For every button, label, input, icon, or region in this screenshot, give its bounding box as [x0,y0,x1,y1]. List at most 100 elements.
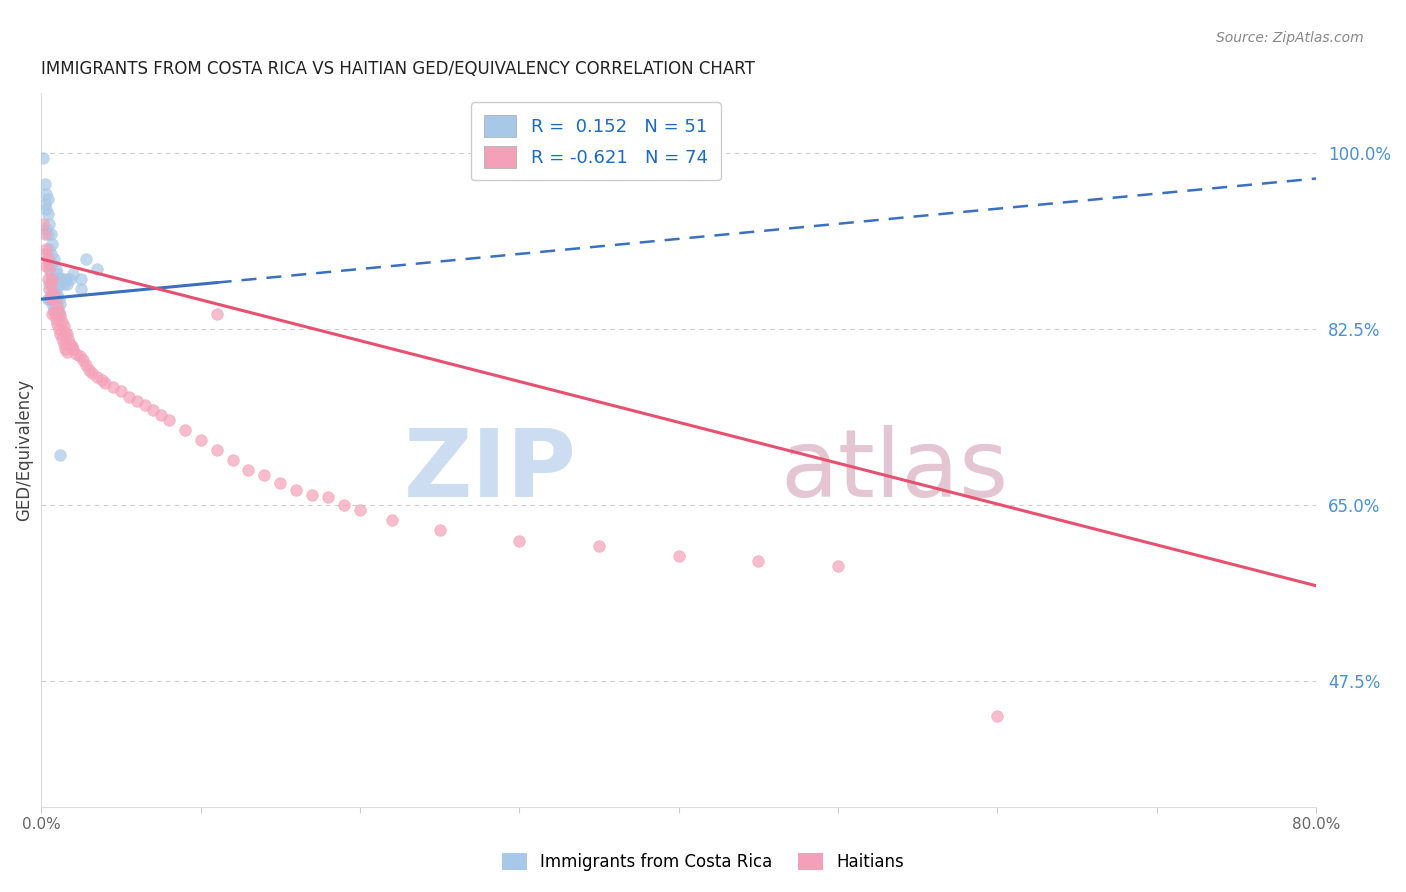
Point [48,272,70,286]
Point [59,337,82,351]
Point [48,305,70,319]
Point [49,277,72,291]
Point [82,366,104,380]
Point [125,393,148,408]
Point [269,476,291,491]
Point [38,217,60,231]
Point [34,247,56,261]
Point [149,408,172,422]
Point [38,262,60,277]
Point [253,468,276,483]
Point [37,252,59,266]
Point [39,277,62,291]
Point [38,292,60,306]
Point [34,227,56,241]
Point [58,332,80,346]
Point [134,398,156,412]
Point [62,343,84,357]
Point [41,236,63,251]
Point [34,196,56,211]
Point [48,322,70,336]
Point [333,499,356,513]
Point [90,373,112,387]
Point [69,350,91,364]
Point [49,327,72,342]
Point [238,463,260,477]
Point [173,423,195,437]
Point [77,362,100,376]
Point [45,282,67,296]
Point [41,297,63,311]
Point [38,242,60,256]
Point [42,302,65,317]
Point [142,402,165,417]
Point [349,503,371,517]
Point [986,709,1008,723]
Point [52,277,75,291]
Point [42,252,65,266]
Point [37,227,59,241]
Point [42,287,65,301]
Point [48,307,70,321]
Point [747,554,769,568]
Point [38,277,60,291]
Point [316,490,339,504]
Point [285,483,308,498]
Point [56,327,79,342]
Point [51,315,73,329]
Point [49,310,72,324]
Point [39,227,62,241]
Point [56,277,79,291]
Point [45,262,67,277]
Text: Source: ZipAtlas.com: Source: ZipAtlas.com [1216,31,1364,45]
Point [221,453,243,467]
Point [48,292,70,306]
Point [38,282,60,296]
Point [37,192,59,206]
Point [429,524,451,538]
Point [53,326,76,340]
Point [35,259,58,273]
Point [46,267,69,281]
Point [301,488,323,502]
Point [46,318,69,332]
Point [51,272,73,286]
Point [37,292,59,306]
Point [56,345,79,359]
Point [46,299,69,313]
Point [65,347,87,361]
Point [70,272,93,286]
Point [70,282,93,296]
Point [51,332,73,346]
Point [41,257,63,271]
Legend: R =  0.152   N = 51, R = -0.621   N = 74: R = 0.152 N = 51, R = -0.621 N = 74 [471,102,720,180]
Point [588,539,610,553]
Legend: Immigrants from Costa Rica, Haitians: Immigrants from Costa Rica, Haitians [494,845,912,880]
Point [75,252,97,266]
Point [39,267,62,281]
Point [94,376,117,390]
Y-axis label: GED/Equivalency: GED/Equivalency [15,379,32,521]
Point [827,558,849,573]
Point [62,267,84,281]
Point [118,390,141,404]
Point [59,272,82,286]
Point [42,305,65,319]
Point [35,221,58,235]
Point [52,319,75,334]
Point [45,312,67,326]
Point [41,289,63,303]
Point [34,177,56,191]
Point [205,307,228,321]
Point [52,337,75,351]
Point [35,202,58,216]
Point [39,287,62,301]
Point [42,287,65,301]
Point [46,287,69,301]
Text: atlas: atlas [780,425,1010,517]
Point [46,302,69,317]
Point [72,352,94,367]
Point [110,384,132,398]
Point [42,272,65,286]
Point [60,339,83,353]
